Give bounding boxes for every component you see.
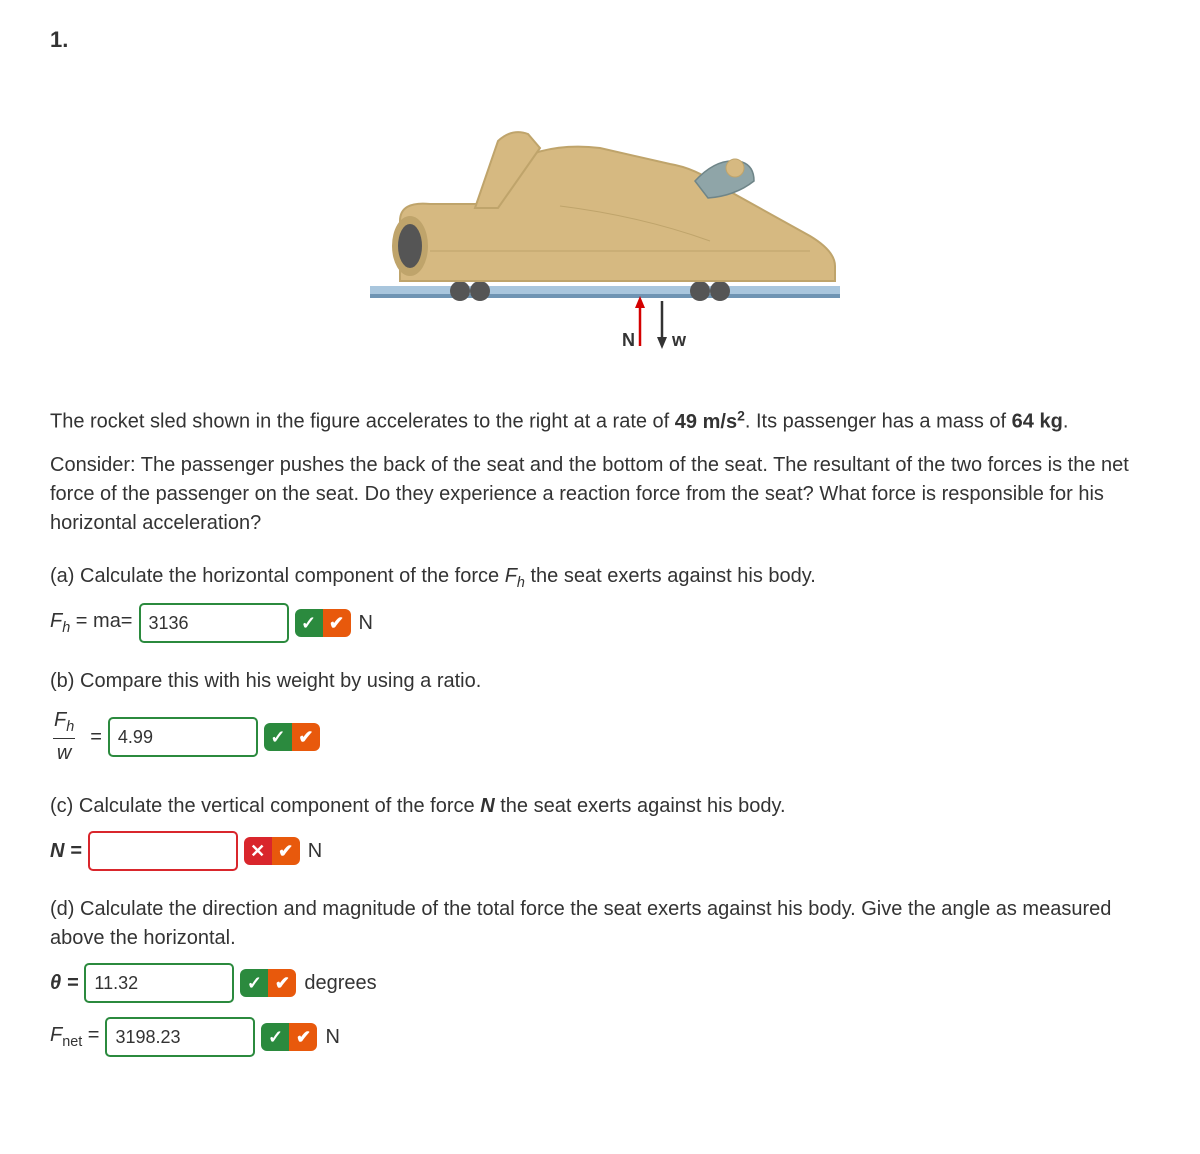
svg-text:N: N	[622, 330, 635, 350]
part-b-prompt: (b) Compare this with his weight by usin…	[50, 667, 1150, 696]
part-d-fnet-input[interactable]	[105, 1017, 255, 1057]
theta-unit: degrees	[304, 969, 376, 998]
check-icon: ✔	[268, 969, 296, 997]
problem-paragraph-1: The rocket sled shown in the figure acce…	[50, 405, 1150, 437]
part-c-answer-row: N = ✕ ✔ N	[50, 831, 1150, 871]
check-icon: ✔	[289, 1023, 317, 1051]
problem-number: 1.	[50, 24, 1150, 56]
equals: =	[90, 723, 102, 752]
part-a-prompt: (a) Calculate the horizontal component o…	[50, 562, 1150, 594]
correct-badge: ✓ ✔	[264, 723, 320, 751]
problem-paragraph-2: Consider: The passenger pushes the back …	[50, 451, 1150, 538]
check-icon: ✓	[261, 1023, 289, 1051]
accel-value: 49 m/s2	[675, 411, 745, 433]
text: . Its passenger has a mass of	[745, 411, 1012, 433]
correct-badge: ✓ ✔	[240, 969, 296, 997]
rocket-sled-figure: N w	[50, 86, 1150, 365]
part-a-input[interactable]	[139, 603, 289, 643]
fnet-unit: N	[325, 1023, 339, 1052]
part-b-input[interactable]	[108, 717, 258, 757]
svg-text:w: w	[671, 330, 687, 350]
part-c-prompt: (c) Calculate the vertical component of …	[50, 792, 1150, 821]
part-a-answer-row: Fh = ma= ✓ ✔ N	[50, 603, 1150, 643]
check-icon: ✓	[240, 969, 268, 997]
incorrect-badge: ✕ ✔	[244, 837, 300, 865]
correct-badge: ✓ ✔	[261, 1023, 317, 1051]
part-b-fraction: Fh w	[50, 706, 78, 768]
part-a-unit: N	[359, 609, 373, 638]
check-icon: ✓	[295, 609, 323, 637]
mass-value: 64 kg	[1012, 411, 1063, 433]
part-c-input[interactable]	[88, 831, 238, 871]
part-a-lhs: Fh = ma=	[50, 607, 133, 639]
part-c-unit: N	[308, 837, 322, 866]
cross-icon: ✕	[244, 837, 272, 865]
text: .	[1063, 411, 1069, 433]
part-d-theta-row: θ = ✓ ✔ degrees	[50, 963, 1150, 1003]
part-d-prompt: (d) Calculate the direction and magnitud…	[50, 895, 1150, 953]
part-c-lhs: N =	[50, 837, 82, 866]
part-d-theta-input[interactable]	[84, 963, 234, 1003]
check-icon: ✔	[272, 837, 300, 865]
check-icon: ✓	[264, 723, 292, 751]
text: The rocket sled shown in the figure acce…	[50, 411, 675, 433]
correct-badge: ✓ ✔	[295, 609, 351, 637]
theta-lhs: θ =	[50, 969, 78, 998]
check-icon: ✔	[292, 723, 320, 751]
check-icon: ✔	[323, 609, 351, 637]
part-b-answer-row: Fh w = ✓ ✔	[50, 706, 1150, 768]
fnet-lhs: Fnet =	[50, 1021, 99, 1053]
part-d-fnet-row: Fnet = ✓ ✔ N	[50, 1017, 1150, 1057]
